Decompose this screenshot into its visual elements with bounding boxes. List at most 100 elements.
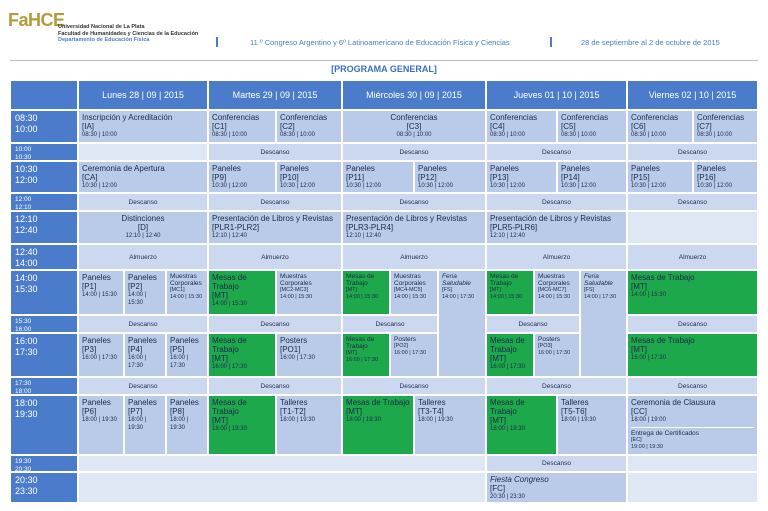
session-time: 08:30 | 10:00 (212, 132, 247, 138)
session-time: 12:10 | 12:40 (212, 233, 247, 239)
header-cell (10, 80, 78, 110)
session-title: Posters (538, 336, 561, 343)
session-code: [D] (137, 223, 149, 232)
session-note: Entrega de Certificados [EC] 19:00 | 19:30 (631, 427, 754, 450)
session-title: Conferencias (490, 113, 538, 122)
session-title: Descanso (678, 148, 707, 156)
session: Descanso (342, 193, 486, 211)
session: Mesas de Trabajo [MT] 14:00 | 15:30 (342, 270, 390, 315)
session-code: [P4] (128, 345, 143, 354)
session-time: 14:00 | 15:30 (631, 292, 666, 298)
session-code: [CA] (82, 173, 98, 182)
session-time: 16:00 | 17:30 (538, 349, 571, 356)
end-time: 12:00 (15, 175, 38, 185)
session-code: [C2] (280, 122, 295, 131)
day-header: Lunes 28 | 09 | 2015 (78, 80, 208, 110)
session-time: 10:30 | 12:00 (697, 183, 732, 189)
session-code: [P16] (697, 173, 716, 182)
session-title: Paneles (128, 273, 157, 282)
session-title: Mesas de Trabajo (490, 336, 525, 354)
session-code: [MT] (212, 416, 228, 425)
note-title: Entrega de Certificados (631, 430, 699, 437)
time-slot: 10:30 12:00 (10, 161, 78, 193)
session: Descanso (486, 455, 627, 472)
session-time: 10:30 | 12:00 (561, 183, 596, 189)
session: Descanso (208, 143, 342, 161)
end-time: 17:30 (15, 347, 38, 357)
end-time: 18:00 (15, 388, 32, 395)
session-time: 14:00 | 15:30 (394, 293, 427, 300)
session-title: Distinciones (121, 214, 165, 223)
session-title: Descanso (678, 320, 707, 328)
session: Descanso (78, 193, 208, 211)
session-time: 12:10 | 12:40 (346, 233, 381, 239)
session-code: [P15] (631, 173, 650, 182)
session-time: 18:00 | 19:30 (82, 417, 117, 423)
session: Mesas de Trabajo [MT] 18:00 | 19:30 (342, 395, 414, 455)
session-time: 14:00 | 15:30 (82, 292, 117, 298)
session-title: Almuerzo (261, 253, 289, 261)
start-time: 20:30 (15, 475, 38, 485)
time-slot: 18:00 19:30 (10, 395, 78, 455)
session-code: [P7] (128, 407, 143, 416)
session-title: Descanso (542, 382, 571, 390)
session-title: Paneles (82, 273, 111, 282)
session-code: [T3-T4] (418, 407, 444, 416)
session: Descanso (486, 143, 627, 161)
session-code: [P6] (82, 407, 97, 416)
session: Almuerzo (342, 244, 486, 270)
session: Paneles [P12] 10:30 | 12:00 (414, 161, 486, 193)
session-title: Paneles (212, 164, 241, 173)
session-code: [MT] (631, 345, 647, 354)
session-time: 08:30 | 10:00 (631, 132, 666, 138)
start-time: 16:00 (15, 336, 38, 346)
session: Paneles [P14] 10:30 | 12:00 (557, 161, 627, 193)
department: Departamento de Educación Física (58, 37, 150, 43)
session-time: 08:30 | 10:00 (561, 132, 596, 138)
start-time: 12:00 (15, 196, 32, 203)
session-code: [P2] (128, 282, 143, 291)
session: Ceremonia de Clausura [CC] 18:00 | 19:00 En… (627, 395, 758, 455)
session-title: Mesas de Trabajo (346, 398, 410, 407)
session: Conferencias [C5] 08:30 | 10:00 (557, 110, 627, 143)
session-title: Paneles (128, 398, 157, 407)
session: Mesas de Trabajo [MT] 16:00 | 17:30 (627, 333, 758, 377)
session-title: Ceremonia de Clausura (631, 398, 716, 407)
session-title: Ceremonia de Apertura (82, 164, 165, 173)
session: Mesas de Trabajo [MT] 16:00 | 17:30 (208, 333, 276, 377)
session-time: 14:00 | 17:30 (584, 293, 617, 300)
session-time: 08:30 | 10:00 (697, 132, 732, 138)
session-title: Descanso (260, 148, 290, 156)
end-time: 19:30 (15, 409, 38, 419)
session-title: Almuerzo (678, 253, 707, 261)
session-title: Descanso (399, 382, 429, 390)
end-time: 12:40 (15, 225, 38, 235)
session-time: 16:00 | 17:30 (82, 355, 117, 361)
session: Presentación de Libros y Revistas [PLR1-P… (208, 211, 342, 244)
session-time: 18:00 | 19:30 (561, 417, 596, 423)
session-title: Descanso (128, 198, 158, 206)
session-title: Feria Saludable (584, 273, 613, 287)
time-slot: 08:30 10:00 (10, 110, 78, 143)
session: Descanso (342, 377, 486, 395)
session: Paneles [P3] 16:00 | 17:30 (78, 333, 124, 377)
session-title: Talleres (418, 398, 446, 407)
session-title: Almuerzo (542, 253, 571, 261)
session: Descanso (208, 377, 342, 395)
session: Mesas de Trabajo [MT] 18:00 | 19:30 (486, 395, 557, 455)
session-code: [MC1] (170, 287, 185, 293)
session-title: Talleres (561, 398, 589, 407)
session-code: [C3] (406, 122, 422, 131)
session-code: [CC] (631, 407, 647, 416)
session-title: Paneles (82, 336, 111, 345)
session: Paneles [P10] 10:30 | 12:00 (276, 161, 342, 193)
session: Paneles [P5] 16:00 | 17:30 (166, 333, 208, 377)
note-time: 19:00 | 19:30 (631, 443, 664, 450)
session: Muestras Corporales [MC1] 14:00 | 15:30 (166, 270, 208, 315)
day-header: Miércoles 30 | 09 | 2015 (342, 80, 486, 110)
session-code: [T5-T6] (561, 407, 587, 416)
session-time: 16:00 | 17:30 (394, 349, 427, 356)
time-slot: 12:00 12:10 (10, 193, 78, 211)
session: Paneles [P6] 18:00 | 19:30 (78, 395, 124, 455)
session-title: Mesas de Trabajo (346, 336, 375, 350)
